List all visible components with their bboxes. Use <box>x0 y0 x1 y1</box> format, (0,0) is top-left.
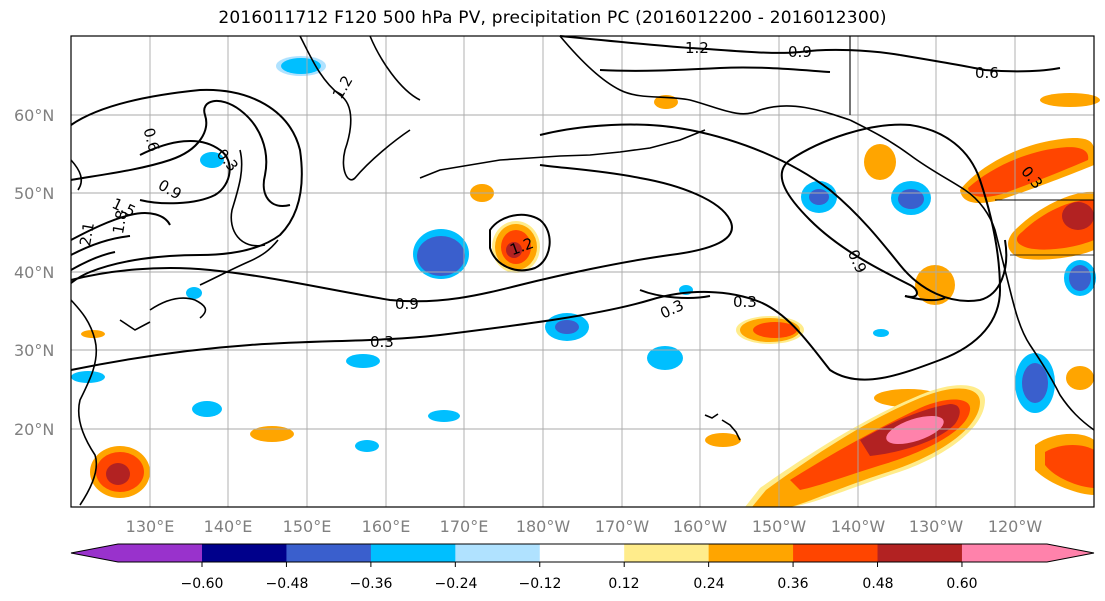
longitude-labels: 130°E 140°E 150°E 160°E 170°E 180°W 170°… <box>126 517 1043 536</box>
colorbar: −0.60 −0.48 −0.36 −0.24 −0.12 0.12 0.24 … <box>70 543 1095 592</box>
colorbar-tick-label: 0.60 <box>946 576 977 592</box>
contour-label: 0.3 <box>733 293 757 311</box>
colorbar-tick-label: 0.12 <box>608 576 639 592</box>
lat-label: 60°N <box>14 106 54 125</box>
colorbar-tick-label: 0.48 <box>862 576 893 592</box>
lat-label: 50°N <box>14 184 54 203</box>
precipitation-shading <box>71 56 1100 507</box>
lon-label: 180°W <box>516 517 571 536</box>
map-frame <box>70 35 1095 508</box>
contour-label: 1.8 <box>109 209 131 236</box>
colorbar-outline <box>70 543 1095 563</box>
colorbar-tick-label: 0.36 <box>777 576 808 592</box>
lon-label: 130°W <box>909 517 964 536</box>
colorbar-segment <box>202 544 287 562</box>
lon-label: 150°E <box>283 517 332 536</box>
lat-label: 40°N <box>14 263 54 282</box>
colorbar-segment <box>71 544 202 562</box>
latitude-labels: 60°N 50°N 40°N 30°N 20°N <box>14 106 54 439</box>
contour-label: 2.1 <box>76 221 98 248</box>
lon-label: 170°W <box>595 517 650 536</box>
contour-label: 0.9 <box>788 43 812 61</box>
colorbar-segments <box>70 543 1095 563</box>
colorbar-tick-label: −0.36 <box>350 576 393 592</box>
lon-label: 170°E <box>440 517 489 536</box>
colorbar-tick-label: −0.24 <box>435 576 478 592</box>
colorbar-ticks <box>201 562 963 567</box>
lon-label: 140°W <box>831 517 886 536</box>
lon-label: 130°E <box>126 517 175 536</box>
contour-label: 0.6 <box>975 64 999 82</box>
colorbar-tick-label: −0.12 <box>519 576 562 592</box>
lon-label: 120°W <box>988 517 1043 536</box>
contour-label: 1.2 <box>685 39 709 57</box>
colorbar-segment <box>708 544 794 562</box>
lon-label: 160°E <box>362 517 411 536</box>
colorbar-tick-label: −0.48 <box>266 576 309 592</box>
lat-label: 30°N <box>14 341 54 360</box>
contour-label: 0.6 <box>139 126 163 154</box>
colorbar-segment <box>624 544 710 562</box>
colorbar-tick-label: −0.60 <box>181 576 224 592</box>
contour-label: 0.3 <box>370 333 394 351</box>
colorbar-segment <box>370 544 456 562</box>
colorbar-tick-labels: −0.60 −0.48 −0.36 −0.24 −0.12 0.12 0.24 … <box>181 576 978 592</box>
pv-contours <box>70 35 1061 381</box>
colorbar-segment <box>539 544 625 562</box>
colorbar-segment <box>877 544 963 562</box>
contour-label: 0.9 <box>395 295 419 313</box>
lon-label: 150°W <box>752 517 807 536</box>
lon-label: 140°E <box>204 517 253 536</box>
colorbar-segment <box>286 544 372 562</box>
map-gridlines <box>71 36 1094 507</box>
map-title: 2016011712 F120 500 hPa PV, precipitatio… <box>218 8 887 28</box>
colorbar-segment <box>961 544 1094 562</box>
colorbar-tick-label: 0.24 <box>693 576 724 592</box>
lat-label: 20°N <box>14 420 54 439</box>
lon-label: 160°W <box>673 517 728 536</box>
colorbar-segment <box>455 544 541 562</box>
colorbar-segment <box>793 544 879 562</box>
